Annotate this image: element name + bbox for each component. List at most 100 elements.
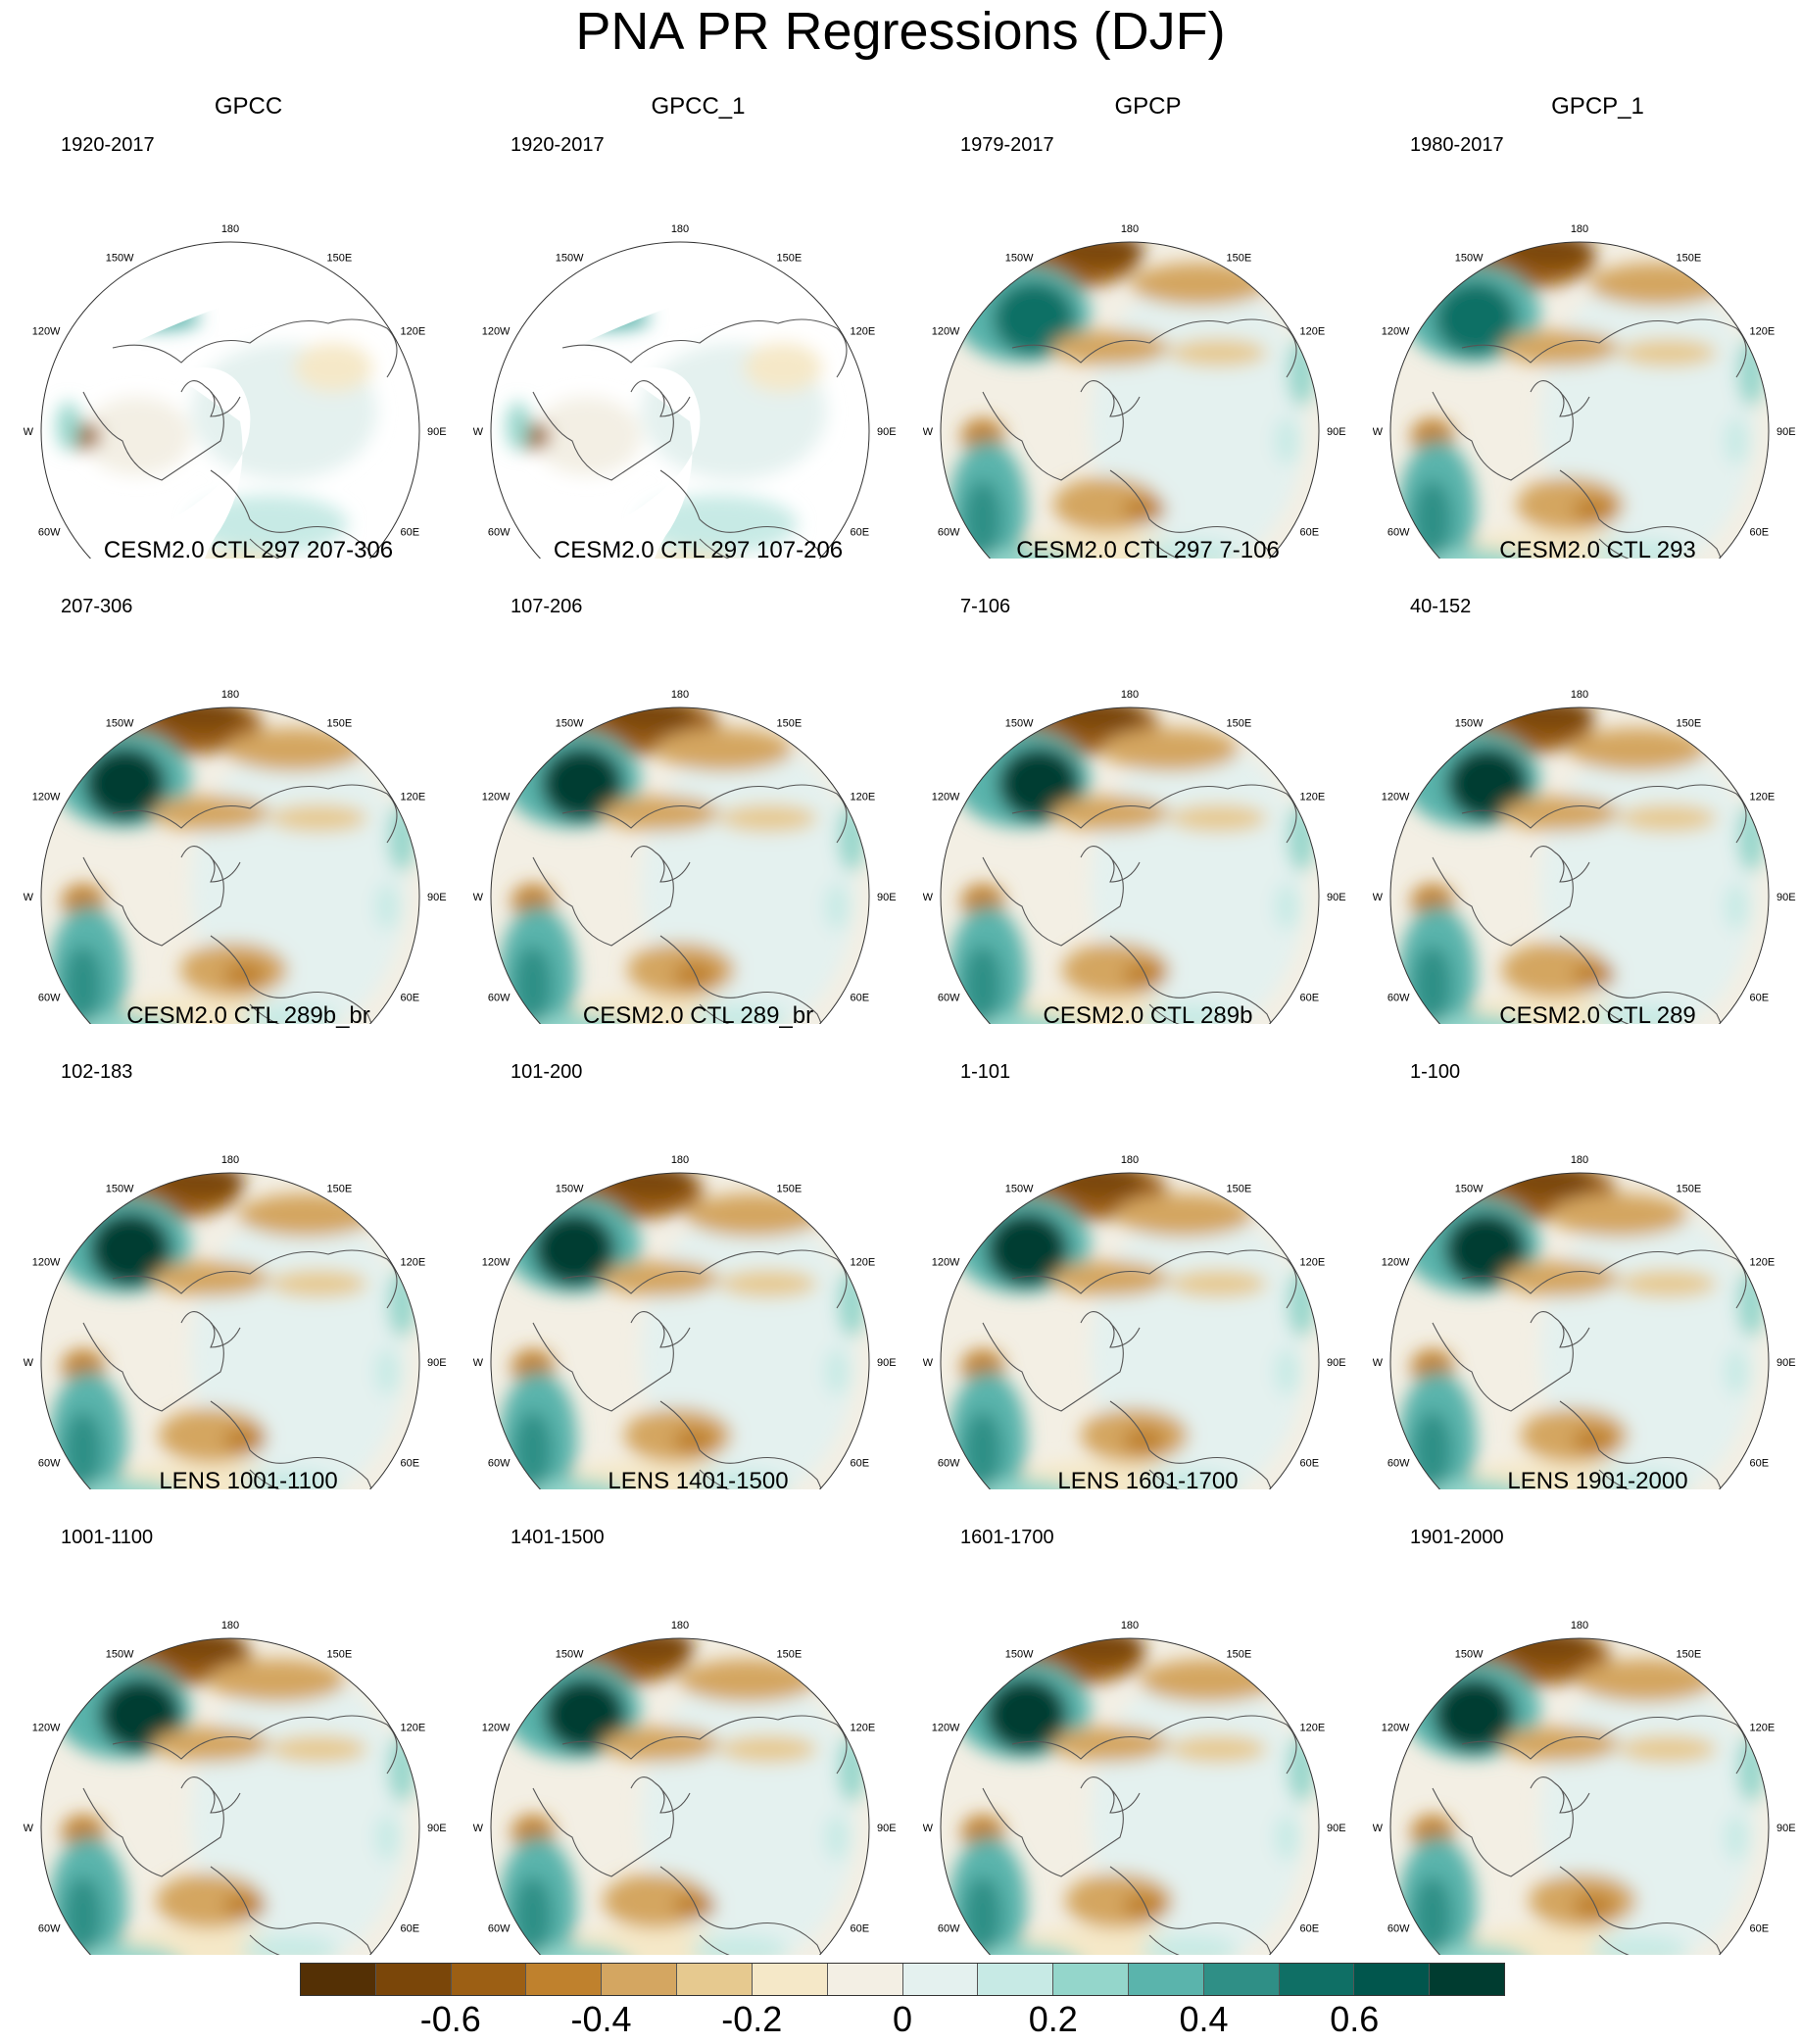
colorbar-box — [1279, 1964, 1355, 1995]
longitude-label: 180 — [671, 223, 689, 235]
longitude-label: 150E — [777, 1183, 803, 1194]
panel-period: 1901-2000 — [1410, 1527, 1504, 1548]
longitude-label: 150E — [777, 1648, 803, 1660]
longitude-label: 120E — [401, 326, 426, 338]
map-panel: GPCC1920-2017180150E120E90E60E30E030W60W… — [24, 93, 473, 559]
longitude-label: 120W — [1382, 1723, 1410, 1734]
map-panel: CESM2.0 CTL 289b1-101180150E120E90E60E30… — [923, 1002, 1373, 1489]
longitude-label: 60E — [851, 993, 870, 1004]
panel-title: CESM2.0 CTL 289 — [1499, 1002, 1696, 1029]
map-panel: CESM2.0 CTL 297 7-106 7-106 180 150E 120E 90E… — [923, 537, 1373, 1024]
panel-title: GPCC_1 — [651, 93, 746, 120]
longitude-label: 120E — [401, 1257, 426, 1269]
longitude-label: 90W — [24, 892, 34, 903]
longitude-label: 180 — [1571, 1620, 1588, 1631]
colorbar-tick-label: 0.2 — [1028, 1999, 1078, 2039]
panel-title: LENS 1401-1500 — [608, 1468, 789, 1494]
map-panel: GPCP1979-2017180150E120E90E60E30E030W60W… — [923, 93, 1373, 559]
longitude-label: 120E — [1750, 1257, 1776, 1269]
longitude-label: 150E — [1677, 1183, 1702, 1194]
panel-period: 40-152 — [1410, 596, 1472, 617]
panel-title: CESM2.0 CTL 297 7-106 — [1016, 537, 1280, 563]
longitude-label: 150W — [1005, 1648, 1034, 1660]
longitude-label: 90W — [1373, 426, 1384, 438]
longitude-label: 120W — [482, 1257, 511, 1269]
colorbar-box — [827, 1964, 903, 1995]
longitude-label: 90W — [1373, 1357, 1384, 1369]
longitude-label: 150W — [1455, 1648, 1484, 1660]
longitude-label: 120E — [1300, 1723, 1326, 1734]
panel-title: LENS 1001-1100 — [159, 1468, 338, 1494]
longitude-label: 60E — [851, 1458, 870, 1470]
panel-period: 1920-2017 — [61, 134, 155, 156]
longitude-label: 60E — [1300, 527, 1320, 539]
panel-title: LENS 1601-1700 — [1057, 1468, 1239, 1494]
colorbar-box — [1128, 1964, 1204, 1995]
longitude-label: 180 — [671, 1620, 689, 1631]
polar-map: 180150E120E90E60E30E030W60W90W120W150W — [24, 1154, 447, 1489]
longitude-label: 150W — [1005, 1183, 1034, 1194]
polar-map: 180150E120E90E60E30E030W60W90W120W150W — [24, 689, 447, 1024]
longitude-label: 60E — [1750, 1923, 1770, 1935]
longitude-label: 90E — [427, 1823, 447, 1834]
longitude-label: 60W — [1387, 1923, 1410, 1935]
polar-map: 180150E120E90E60E30E030W60W90W120W150W — [923, 1620, 1346, 1955]
longitude-label: 120E — [1300, 792, 1326, 803]
longitude-label: 90E — [1327, 1823, 1346, 1834]
longitude-label: 120W — [932, 326, 960, 338]
longitude-label: 150E — [1677, 717, 1702, 729]
longitude-label: 90E — [1327, 1357, 1346, 1369]
longitude-label: 60W — [938, 1923, 960, 1935]
longitude-label: 120W — [32, 1723, 61, 1734]
longitude-label: 60W — [488, 1923, 511, 1935]
longitude-label: 180 — [221, 1154, 239, 1166]
longitude-label: 90W — [1373, 892, 1384, 903]
longitude-label: 90W — [923, 1823, 934, 1834]
longitude-label: 150W — [1005, 717, 1034, 729]
longitude-label: 90E — [1327, 892, 1346, 903]
longitude-label: 60W — [488, 527, 511, 539]
longitude-label: 90E — [1777, 426, 1796, 438]
map-panel: CESM2.0 CTL 29340-152180150E120E90E60E30… — [1373, 537, 1801, 1024]
longitude-label: 90E — [877, 892, 897, 903]
longitude-label: 60E — [1300, 1923, 1320, 1935]
longitude-label: 150E — [1227, 252, 1252, 264]
map-panel: LENS 1001-1100 1001-1100 180 150E 120E 90E 60E… — [24, 1468, 473, 1955]
longitude-label: 180 — [671, 689, 689, 701]
panel-title: CESM2.0 CTL 289b_br — [126, 1002, 370, 1029]
longitude-label: 60E — [1750, 527, 1770, 539]
longitude-label: 120W — [32, 1257, 61, 1269]
panel-period: 101-200 — [511, 1061, 583, 1083]
map-panel: LENS 1601-1700 1601-1700 180 150E 120E 90E 60E… — [923, 1468, 1373, 1955]
map-panel: CESM2.0 CTL 297 107-206 107-206 180 150E 120… — [473, 537, 923, 1024]
longitude-label: 120E — [1750, 326, 1776, 338]
colorbar-labels: -0.6 -0.4 -0.2 0 0.2 0.4 0.6 — [300, 1999, 1505, 2044]
longitude-label: 150W — [1455, 717, 1484, 729]
longitude-label: 120W — [932, 792, 960, 803]
longitude-label: 180 — [1121, 1620, 1139, 1631]
longitude-label: 120W — [482, 792, 511, 803]
panel-title: GPCP — [1114, 93, 1182, 120]
longitude-label: 180 — [671, 1154, 689, 1166]
longitude-label: 120E — [851, 792, 876, 803]
map-panel: CESM2.0 CTL 297 207-306 207-306 180 150E 120… — [24, 537, 473, 1024]
map-panel: CESM2.0 CTL 289_br 101-200 180 150E 120E 90E 6… — [473, 1002, 923, 1489]
colorbar-box — [301, 1964, 376, 1995]
longitude-label: 150E — [327, 1183, 353, 1194]
longitude-label: 90E — [427, 1357, 447, 1369]
panel-period: 1001-1100 — [61, 1527, 154, 1548]
panel-period: 1601-1700 — [960, 1527, 1054, 1548]
map-panel: GPCC_11920-2017180150E120E90E60E30E030W6… — [473, 93, 923, 559]
longitude-label: 90E — [877, 1357, 897, 1369]
longitude-label: 60W — [1387, 993, 1410, 1004]
longitude-label: 150W — [106, 1648, 134, 1660]
panel-period: 1980-2017 — [1410, 134, 1504, 156]
longitude-label: 120E — [1300, 326, 1326, 338]
longitude-label: 150E — [1227, 717, 1252, 729]
panel-title: CESM2.0 CTL 289b — [1043, 1002, 1253, 1029]
longitude-label: 60W — [1387, 527, 1410, 539]
longitude-label: 90E — [1777, 892, 1796, 903]
panel-period: 207-306 — [61, 596, 133, 617]
longitude-label: 180 — [1121, 223, 1139, 235]
panel-title: GPCC — [214, 93, 283, 120]
